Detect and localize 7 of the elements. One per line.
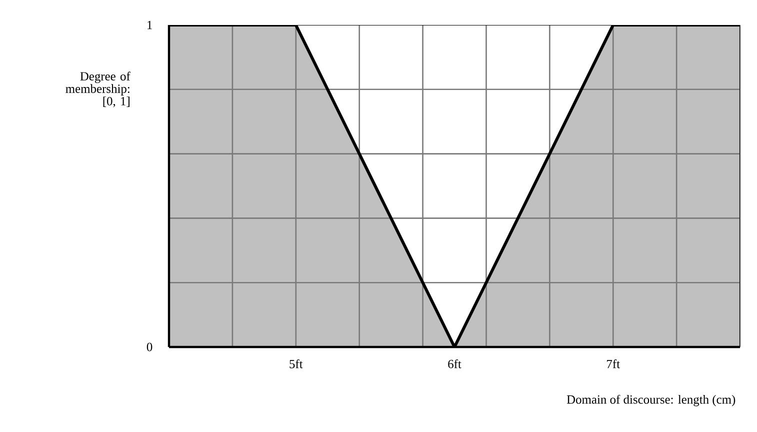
x-axis-title: Domain of discourse: length (cm) — [566, 394, 736, 406]
x-tick-label: 7ft — [607, 359, 620, 368]
y-tick-label: 1 — [148, 20, 152, 30]
x-tick-label: 6ft — [448, 359, 462, 368]
y-axis-title: Degree of membership: [0, 1] — [66, 72, 130, 108]
y-tick-label: 0 — [146, 342, 152, 352]
x-tick-label: 5ft — [290, 359, 303, 368]
